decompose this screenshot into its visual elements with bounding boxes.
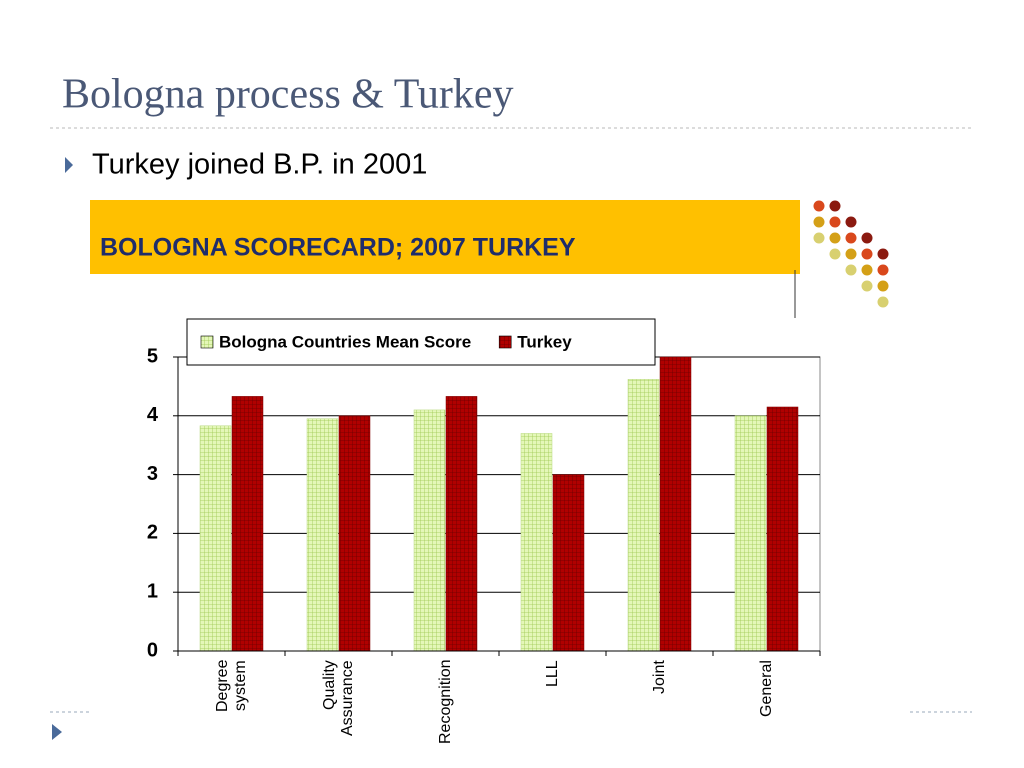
bar (231, 396, 264, 652)
bullet-marker (65, 157, 73, 173)
y-tick-label: 3 (147, 463, 158, 485)
dot (845, 216, 857, 228)
dot (877, 248, 889, 260)
dot (813, 232, 825, 244)
x-tick-label: General (757, 660, 775, 717)
legend-swatch (498, 335, 512, 349)
bar (627, 379, 660, 652)
dot (813, 200, 825, 212)
y-tick-label: 2 (147, 522, 158, 544)
dot (845, 248, 857, 260)
bar (338, 415, 371, 652)
x-tick-label: Recognition (436, 660, 454, 745)
bar (766, 406, 799, 652)
dot (861, 232, 873, 244)
banner-text: BOLOGNA SCORECARD; 2007 TURKEY (100, 234, 576, 262)
decoration (813, 200, 889, 308)
bar (552, 474, 585, 652)
legend: Bologna Countries Mean Score Turkey (186, 318, 656, 366)
bar (445, 396, 478, 652)
dot (877, 296, 889, 308)
dot (829, 248, 841, 260)
plot-area (177, 356, 821, 652)
legend-label: Turkey (517, 332, 572, 351)
dot (845, 232, 857, 244)
dot (845, 264, 857, 276)
bar (199, 425, 232, 652)
y-tick-label: 1 (147, 580, 158, 602)
dot (877, 264, 889, 276)
bullet-text: Turkey joined B.P. in 2001 (92, 149, 427, 181)
bar (306, 418, 339, 652)
dot (861, 280, 873, 292)
dot (813, 216, 825, 228)
x-tick-label: Degree system (213, 660, 249, 713)
nav-marker (52, 724, 62, 740)
bar (520, 433, 553, 652)
legend-box (186, 318, 656, 366)
bar (734, 415, 767, 652)
slide-title: Bologna process & Turkey (62, 72, 514, 118)
legend-label: Bologna Countries Mean Score (219, 332, 471, 351)
dot (829, 200, 841, 212)
dot (829, 232, 841, 244)
x-tick-label: LLL (543, 660, 561, 687)
dot (861, 248, 873, 260)
legend-swatch (200, 335, 214, 349)
x-tick-label: Joint (650, 660, 668, 694)
dot (861, 264, 873, 276)
y-tick-label: 4 (147, 404, 159, 426)
y-tick-label: 5 (147, 345, 158, 367)
dot (877, 280, 889, 292)
x-tick-label: Quality Assurance (320, 660, 356, 736)
dot (829, 216, 841, 228)
bar (413, 409, 446, 652)
y-tick-label: 0 (147, 639, 158, 661)
banner (90, 200, 800, 274)
bar (659, 356, 692, 652)
